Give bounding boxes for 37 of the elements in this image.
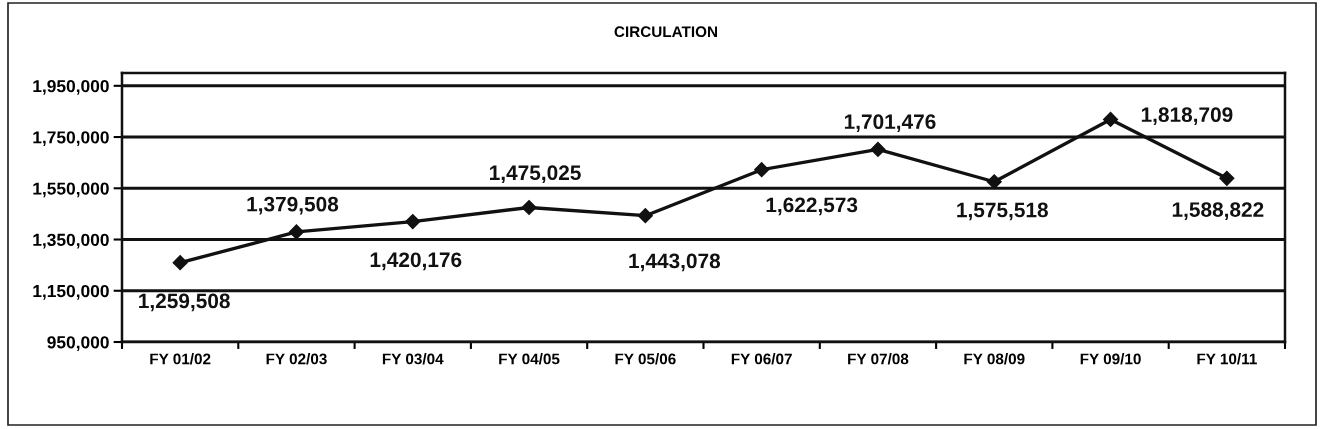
point [754,162,770,178]
data-label: 1,379,508 [247,196,339,215]
data-label: 1,259,508 [139,293,230,312]
x-tick-label: FY 08/09 [964,353,1025,365]
data-label: 1,588,822 [1172,202,1264,220]
x-tick-label: FY 10/11 [1197,353,1257,365]
y-tick-label: 950,000 [47,336,109,351]
point [521,199,537,216]
data-label: 1,575,518 [957,202,1048,221]
y-tick-label: 1,550,000 [33,182,109,198]
x-tick-label: FY 06/07 [731,353,792,365]
data-label: 1,622,573 [766,197,858,216]
x-tick-label: FY 07/08 [848,353,909,365]
data-label: 1,443,078 [629,253,721,272]
data-label: 1,701,476 [844,114,936,133]
point [288,224,305,240]
y-tick-label: 1,350,000 [33,233,109,249]
chart-title: CIRCULATION [614,26,717,38]
x-tick-label: FY 03/04 [382,353,444,365]
point [870,141,886,158]
y-tick-label: 1,150,000 [33,284,109,300]
point [1102,111,1119,128]
data-label: 1,475,025 [490,165,581,184]
x-tick-label: FY 04/05 [499,353,560,365]
data-label: 1,818,709 [1141,107,1233,126]
point [637,208,653,224]
point [172,255,188,271]
x-tick-label: FY 02/03 [266,353,327,365]
point [1219,170,1235,186]
y-tick-label: 1,950,000 [33,79,109,95]
data-label: 1,420,176 [370,252,462,271]
y-tick-label: 1,750,000 [33,131,109,147]
x-tick-label: FY 05/06 [615,353,676,365]
x-tick-label: FY 01/02 [150,353,211,365]
x-tick-label: FY 09/10 [1080,353,1141,365]
point [405,213,421,230]
point [986,174,1002,190]
